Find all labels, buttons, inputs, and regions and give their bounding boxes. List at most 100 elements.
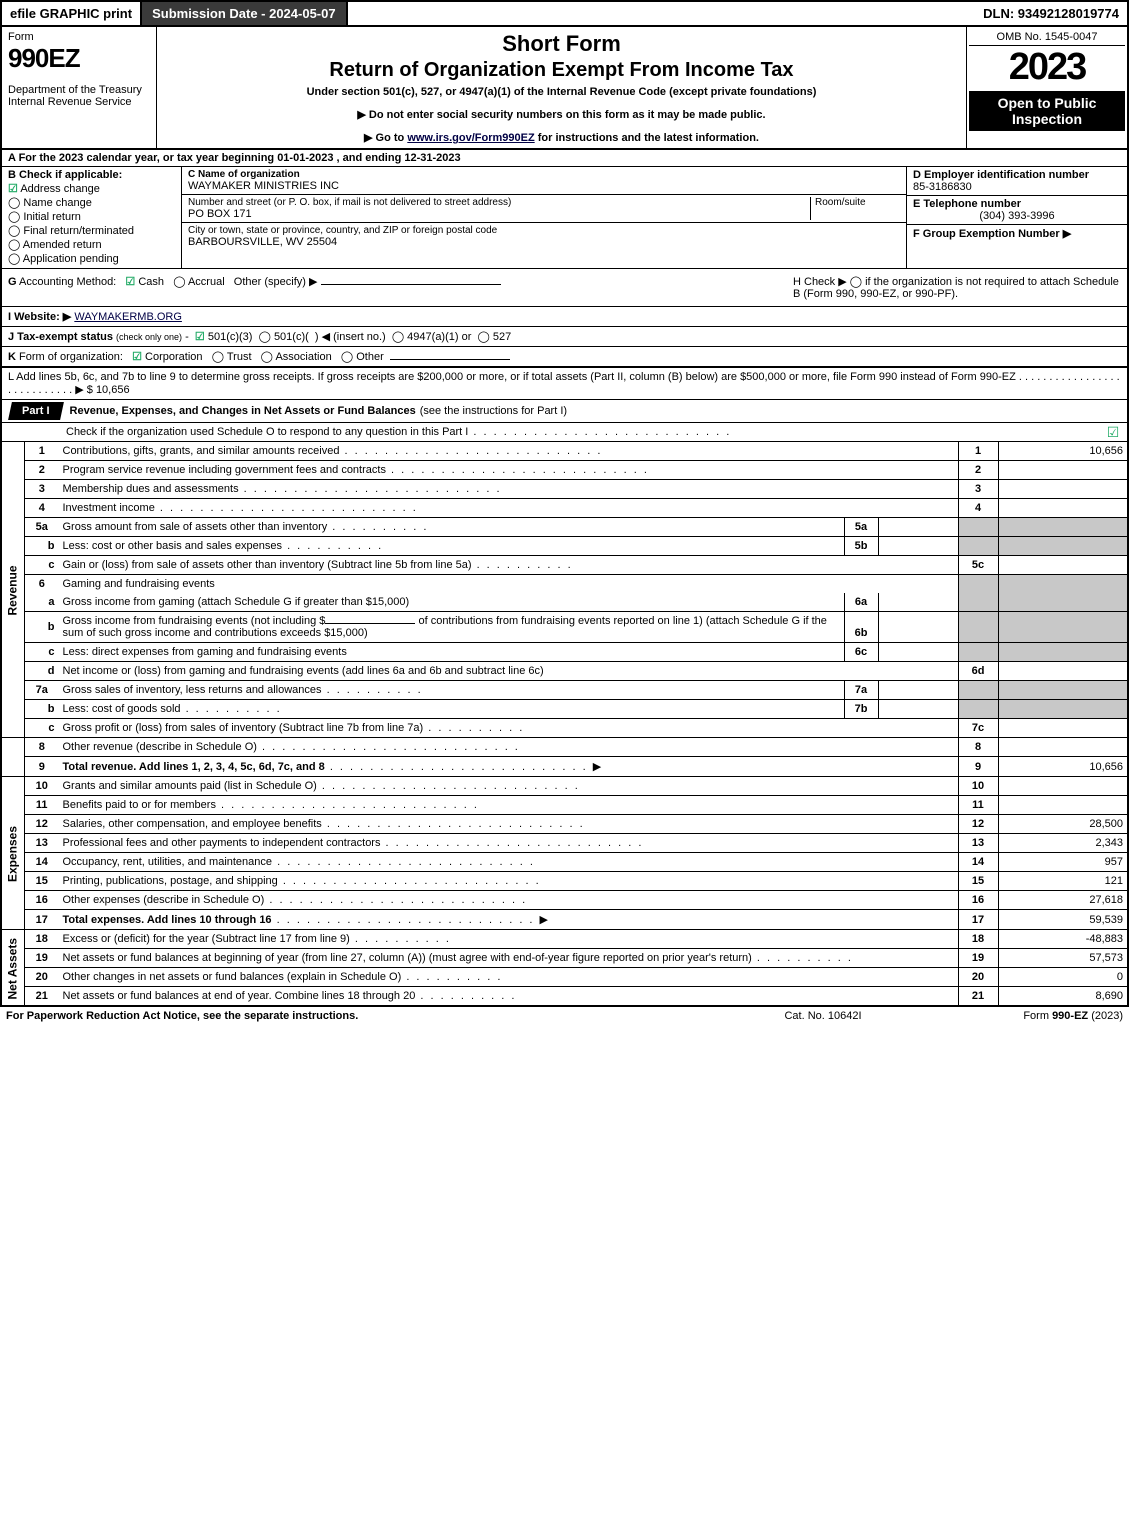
side-expenses: Expenses [1, 777, 25, 930]
lines-table: Revenue 1 Contributions, gifts, grants, … [0, 442, 1129, 1007]
ln6c-sub: 6c [844, 643, 878, 662]
ln7b-desc: Less: cost of goods sold [59, 700, 845, 719]
ln7b-shade2 [998, 700, 1128, 719]
ln19-desc: Net assets or fund balances at beginning… [59, 949, 959, 968]
side-rev-cont [1, 738, 25, 777]
ln9-code: 9 [958, 757, 998, 777]
ln17-num: 17 [25, 910, 59, 930]
ln5b-shade2 [998, 537, 1128, 556]
ln17-desc: Total expenses. Add lines 10 through 16 … [59, 910, 959, 930]
ln11-code: 11 [958, 796, 998, 815]
ln1-num: 1 [25, 442, 59, 461]
ln7a-sub: 7a [844, 681, 878, 700]
part-1-checkbox[interactable]: ☑ [1099, 424, 1127, 441]
ln2-amt [998, 461, 1128, 480]
chk-application-pending[interactable]: ◯ Application pending [8, 252, 175, 265]
ln21-desc: Net assets or fund balances at end of ye… [59, 987, 959, 1007]
ln5b-subval [878, 537, 958, 556]
ln5c-num: c [25, 556, 59, 575]
chk-name-change[interactable]: ◯ Name change [8, 196, 175, 209]
ln19-amt: 57,573 [998, 949, 1128, 968]
ln10-code: 10 [958, 777, 998, 796]
ln10-amt [998, 777, 1128, 796]
ln14-desc: Occupancy, rent, utilities, and maintena… [59, 853, 959, 872]
irs-link[interactable]: www.irs.gov/Form990EZ [407, 132, 534, 144]
ln7b-shade1 [958, 700, 998, 719]
ln6d-desc: Net income or (loss) from gaming and fun… [59, 662, 959, 681]
part-1-checktext: Check if the organization used Schedule … [62, 423, 1099, 441]
ln6-shade1 [958, 575, 998, 594]
ln6b-shade1 [958, 612, 998, 643]
chk-address-change[interactable]: ☑ Address change [8, 182, 175, 195]
chk-initial-return[interactable]: ◯ Initial return [8, 210, 175, 223]
col-c-org: C Name of organization WAYMAKER MINISTRI… [182, 167, 907, 268]
c-addr-label: Number and street (or P. O. box, if mail… [188, 197, 810, 208]
ln3-num: 3 [25, 480, 59, 499]
ln8-code: 8 [958, 738, 998, 757]
ln5c-code: 5c [958, 556, 998, 575]
top-bar: efile GRAPHIC print Submission Date - 20… [0, 0, 1129, 27]
ln5b-shade1 [958, 537, 998, 556]
part-1-title: Revenue, Expenses, and Changes in Net As… [66, 402, 420, 420]
ln20-desc: Other changes in net assets or fund bala… [59, 968, 959, 987]
ln11-amt [998, 796, 1128, 815]
public-inspection-badge: Open to Public Inspection [969, 91, 1125, 131]
ln9-num: 9 [25, 757, 59, 777]
b-label: B Check if applicable: [8, 169, 175, 181]
chk-final-return[interactable]: ◯ Final return/terminated [8, 224, 175, 237]
ln6b-shade2 [998, 612, 1128, 643]
d-label: D Employer identification number [913, 169, 1089, 181]
ln7c-desc: Gross profit or (loss) from sales of inv… [59, 719, 959, 738]
ln9-desc: Total revenue. Add lines 1, 2, 3, 4, 5c,… [59, 757, 959, 777]
ln7a-shade2 [998, 681, 1128, 700]
ln19-num: 19 [25, 949, 59, 968]
ln6b-subval [878, 612, 958, 643]
ln8-num: 8 [25, 738, 59, 757]
line-k-org-form: K Form of organization: ☑ Corporation ◯ … [2, 347, 1127, 368]
ln3-desc: Membership dues and assessments [59, 480, 959, 499]
ln10-desc: Grants and similar amounts paid (list in… [59, 777, 959, 796]
ln10-num: 10 [25, 777, 59, 796]
dln-label: DLN: 93492128019774 [975, 2, 1127, 25]
subtitle: Under section 501(c), 527, or 4947(a)(1)… [163, 86, 960, 98]
form-number: 990EZ [8, 43, 150, 74]
ln8-desc: Other revenue (describe in Schedule O) [59, 738, 959, 757]
f-label: F Group Exemption Number ▶ [913, 228, 1071, 240]
ln13-num: 13 [25, 834, 59, 853]
ln12-desc: Salaries, other compensation, and employ… [59, 815, 959, 834]
ln6b-desc: Gross income from fundraising events (no… [59, 612, 845, 643]
ln6-num: 6 [25, 575, 59, 594]
form-header: Form 990EZ Department of the Treasury In… [0, 27, 1129, 150]
ln15-amt: 121 [998, 872, 1128, 891]
ln8-amt [998, 738, 1128, 757]
org-city: BARBOURSVILLE, WV 25504 [188, 236, 900, 248]
ln18-num: 18 [25, 930, 59, 949]
form-ref: Form 990-EZ (2023) [923, 1010, 1123, 1022]
ln2-desc: Program service revenue including govern… [59, 461, 959, 480]
chk-amended-return[interactable]: ◯ Amended return [8, 238, 175, 251]
ln6a-subval [878, 593, 958, 612]
part-1-checknote: Check if the organization used Schedule … [0, 423, 1129, 442]
line-h-schedule-b: H Check ▶ ◯ if the organization is not r… [787, 269, 1127, 306]
ln7b-sub: 7b [844, 700, 878, 719]
ln6b-num: b [25, 612, 59, 643]
ln7a-num: 7a [25, 681, 59, 700]
ln7b-subval [878, 700, 958, 719]
part-1-hint: (see the instructions for Part I) [420, 405, 567, 417]
org-name: WAYMAKER MINISTRIES INC [188, 180, 900, 192]
ln12-num: 12 [25, 815, 59, 834]
efile-print-label[interactable]: efile GRAPHIC print [2, 2, 142, 25]
ln2-code: 2 [958, 461, 998, 480]
website-link[interactable]: WAYMAKERMB.ORG [74, 311, 182, 323]
ln21-num: 21 [25, 987, 59, 1007]
line-a-tax-year: A For the 2023 calendar year, or tax yea… [0, 150, 1129, 167]
ln1-code: 1 [958, 442, 998, 461]
ln1-desc: Contributions, gifts, grants, and simila… [59, 442, 959, 461]
ln6a-desc: Gross income from gaming (attach Schedul… [59, 593, 845, 612]
ln15-code: 15 [958, 872, 998, 891]
ln5c-amt [998, 556, 1128, 575]
paperwork-notice: For Paperwork Reduction Act Notice, see … [6, 1010, 723, 1022]
side-net-assets: Net Assets [1, 930, 25, 1007]
ln6b-sub: 6b [844, 612, 878, 643]
room-label: Room/suite [815, 197, 900, 208]
